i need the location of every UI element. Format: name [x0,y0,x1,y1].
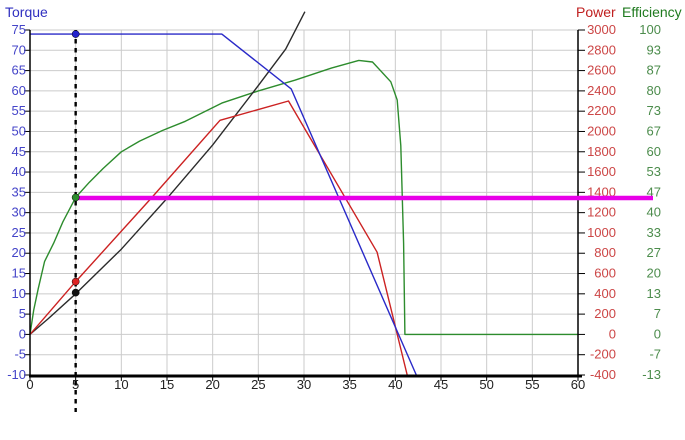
power-tick-label: 1000 [587,225,616,240]
torque-tick-label: 10 [12,286,26,301]
efficiency-tick-label: -7 [649,347,661,362]
torque-tick-label: 45 [12,144,26,159]
power-tick-label: 800 [594,245,616,260]
power-tick-label: 600 [594,266,616,281]
torque-tick-label: 35 [12,184,26,199]
efficiency-curve [29,59,578,336]
efficiency-tick-label: 7 [654,306,661,321]
torque-tick-label: 40 [12,164,26,179]
torque-tick-label: 65 [12,63,26,78]
efficiency-tick-label: 53 [647,164,661,179]
power-tick-label: 2600 [587,63,616,78]
power-axis-title: Power [576,4,616,20]
efficiency-tick-label: 27 [647,245,661,260]
power-tick-label: 1200 [587,205,616,220]
x-tick-label: 50 [479,377,493,392]
x-tick-label: 30 [297,377,311,392]
power-tick-label: 1600 [587,164,616,179]
power-tick-label: 2400 [587,83,616,98]
torque-tick-label: 20 [12,245,26,260]
efficiency-tick-label: 0 [654,326,661,341]
power-operating-dot [71,277,80,286]
x-tick-label: 15 [160,377,174,392]
efficiency-tick-label: 40 [647,205,661,220]
efficiency-tick-label: 93 [647,42,661,57]
power-tick-label: 1800 [587,144,616,159]
efficiency-tick-label: 60 [647,144,661,159]
x-tick-label: 10 [114,377,128,392]
power-tick-label: 3000 [587,22,616,37]
torque-tick-label: 0 [19,326,26,341]
torque-axis-title: Torque [5,4,48,20]
power-tick-label: -400 [590,367,616,382]
x-tick-label: 60 [571,377,585,392]
torque-tick-label: 15 [12,266,26,281]
x-tick-label: 0 [26,377,33,392]
torque-tick-label: 25 [12,225,26,240]
torque-operating-dot [71,30,80,38]
torque-tick-label: 50 [12,123,26,138]
controls-row: A: 5.0mph Grade % [0,396,685,440]
axes [24,29,585,381]
efficiency-tick-label: 33 [647,225,661,240]
torque-tick-label: 70 [12,42,26,57]
efficiency-operating-dot [71,193,80,202]
torque-tick-label: 30 [12,205,26,220]
torque-tick-label: 60 [12,83,26,98]
efficiency-tick-label: 87 [647,63,661,78]
efficiency-tick-label: 100 [639,22,661,37]
power-tick-label: 2800 [587,42,616,57]
power-curve [29,100,408,376]
power-tick-label: 1400 [587,184,616,199]
power-tick-label: 2000 [587,123,616,138]
power-tick-label: -200 [590,347,616,362]
x-tick-label: 20 [205,377,219,392]
gridlines [29,29,579,376]
efficiency-tick-label: 73 [647,103,661,118]
torque-tick-label: -10 [7,367,26,382]
power-tick-label: 0 [609,326,616,341]
torque-tick-label: 55 [12,103,26,118]
torque-curve [30,33,417,376]
torque-tick-label: 75 [12,22,26,37]
efficiency-axis-title: Efficiency [622,4,682,20]
power-tick-label: 200 [594,306,616,321]
load-operating-dot [71,288,80,297]
efficiency-tick-label: 80 [647,83,661,98]
power-tick-label: 400 [594,286,616,301]
torque-tick-label: 5 [19,306,26,321]
efficiency-tick-label: 13 [647,286,661,301]
x-tick-label: 40 [388,377,402,392]
power-tick-label: 2200 [587,103,616,118]
efficiency-tick-label: 67 [647,123,661,138]
torque-tick-label: -5 [14,347,26,362]
x-tick-label: 25 [251,377,265,392]
efficiency-tick-label: 20 [647,266,661,281]
efficiency-tick-label: 47 [647,184,661,199]
x-tick-label: 35 [342,377,356,392]
x-tick-label: 55 [525,377,539,392]
efficiency-tick-label: -13 [642,367,661,382]
x-tick-label: 45 [434,377,448,392]
